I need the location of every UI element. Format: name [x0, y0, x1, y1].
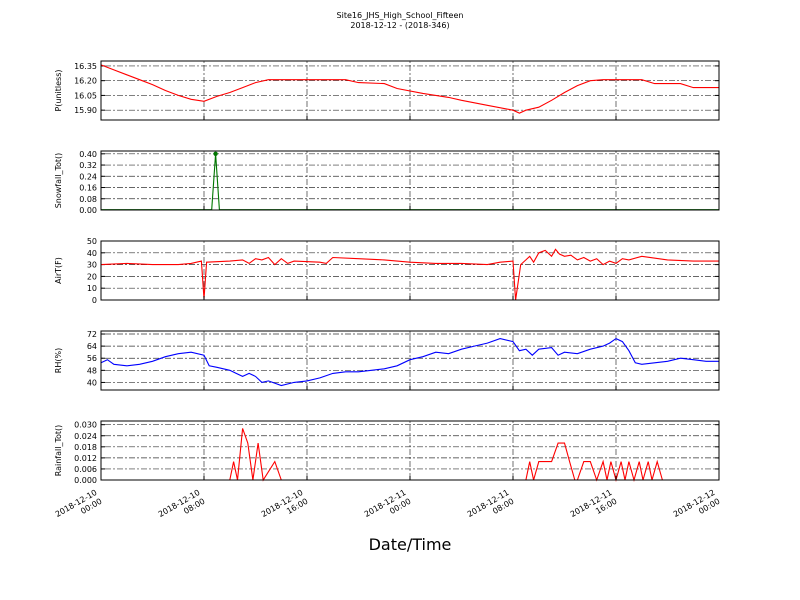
- panel-3-ytick-label-1: 48: [87, 366, 97, 375]
- panel-3: 40 48 56 64 72 RH(%): [54, 330, 720, 391]
- panel-4-ytick-label-0: 0.000: [74, 476, 97, 485]
- panel-1-ytick-label-4: 0.32: [79, 161, 97, 170]
- chart-subtitle: 2018-12-12 - (2018-346): [350, 21, 449, 30]
- panel-0-ytick-label-1: 16.05: [74, 91, 97, 100]
- panel-2-ylabel: AirT(F): [54, 257, 63, 284]
- panel-2-ytick-label-3: 30: [87, 261, 97, 270]
- panel-4-ytick-label-2: 0.012: [74, 454, 97, 463]
- panel-1-ytick-label-5: 0.40: [79, 150, 97, 159]
- panel-0-series-line: [100, 64, 719, 114]
- panel-0-ytick-label-3: 16.35: [74, 62, 97, 71]
- panel-2-series-line: [100, 248, 719, 301]
- panel-3-ytick-label-0: 40: [87, 378, 97, 387]
- panel-2-ytick-label-5: 50: [87, 237, 97, 246]
- panel-4-ytick-label-4: 0.024: [74, 432, 97, 441]
- panel-0: 15.90 16.05 16.20 16.35 P(unitless): [54, 60, 720, 121]
- panel-1-ytick-label-3: 0.24: [79, 172, 97, 181]
- panel-0-ytick-label-0: 15.90: [74, 106, 97, 115]
- chart-title: Site16_JHS_High_School_Fifteen: [337, 11, 464, 20]
- x-axis-label: Date/Time: [369, 535, 452, 554]
- panel-3-ytick-label-3: 64: [87, 342, 97, 351]
- panel-1-ytick-label-0: 0.00: [79, 206, 97, 215]
- panel-2-ytick-label-2: 20: [87, 272, 97, 281]
- panel-3-ylabel: RH(%): [54, 348, 63, 373]
- panel-1-marker: [213, 151, 218, 157]
- panel-4-ytick-label-1: 0.006: [74, 465, 97, 474]
- panel-3-ytick-label-4: 72: [87, 330, 97, 339]
- panel-3-ytick-label-2: 56: [87, 354, 97, 363]
- panel-4-ytick-label-3: 0.018: [74, 443, 97, 452]
- panel-1-ylabel: Snowfall_Tot(): [54, 153, 63, 209]
- panel-0-ytick-label-2: 16.20: [74, 77, 97, 86]
- panel-2: 0 10 20 30 40 50 AirT(F): [54, 237, 720, 305]
- panel-1: 0.00 0.08 0.16 0.24 0.32 0.40 Snowfall_Tot(): [54, 150, 720, 215]
- panel-4-ylabel: Rainfall_Tot(): [54, 425, 63, 477]
- panel-2-ytick-label-1: 10: [87, 284, 97, 293]
- panel-1-ytick-label-1: 0.08: [79, 195, 97, 204]
- panel-2-ytick-label-0: 0: [92, 296, 97, 305]
- panel-1-ytick-label-2: 0.16: [79, 184, 97, 193]
- panel-4: 0.000 0.006 0.012 0.018 0.024 0.030 Rainfall_T…: [54, 420, 720, 485]
- panel-4-ytick-label-5: 0.030: [74, 421, 97, 430]
- panel-0-ylabel: P(unitless): [54, 69, 63, 111]
- panel-2-ytick-label-4: 40: [87, 249, 97, 258]
- panel-3-series-line: [100, 337, 719, 387]
